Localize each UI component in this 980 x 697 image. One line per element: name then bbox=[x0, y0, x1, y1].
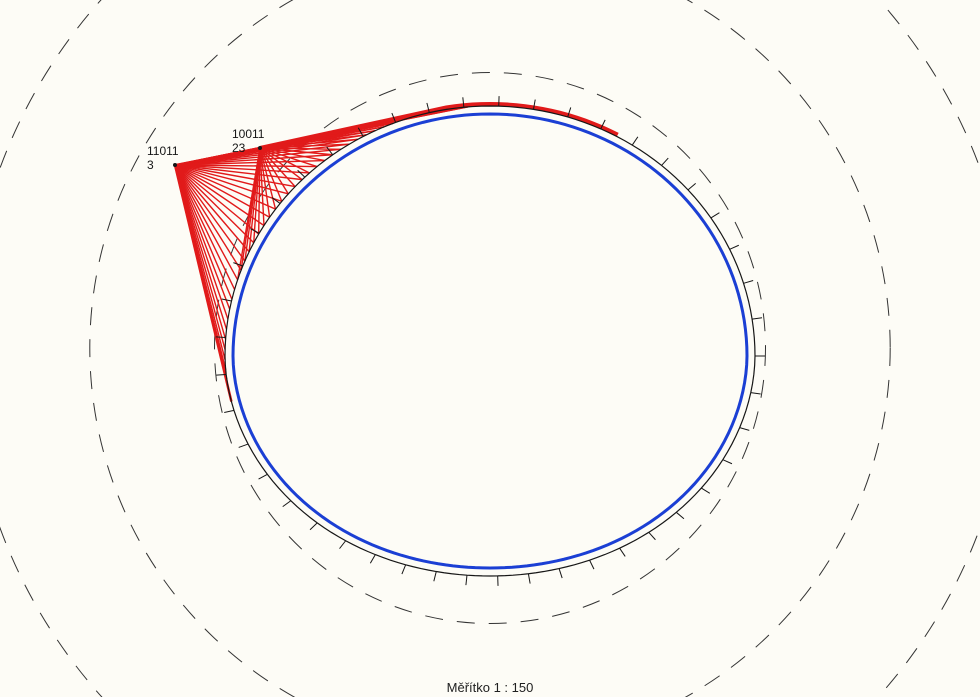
apex-marker bbox=[173, 163, 177, 167]
apex-sub-label: 3 bbox=[147, 158, 154, 172]
scale-label: Měřítko 1 : 150 bbox=[447, 680, 534, 695]
profile-tick bbox=[216, 374, 226, 375]
diagram-canvas: 2 m1101131001123Měřítko 1 : 150 bbox=[0, 0, 980, 697]
apex-id-label: 11011 bbox=[147, 144, 179, 158]
profile-tick bbox=[216, 337, 226, 338]
apex-marker bbox=[258, 146, 262, 150]
apex-sub-label: 23 bbox=[232, 141, 246, 155]
apex-id-label: 10011 bbox=[232, 127, 265, 141]
